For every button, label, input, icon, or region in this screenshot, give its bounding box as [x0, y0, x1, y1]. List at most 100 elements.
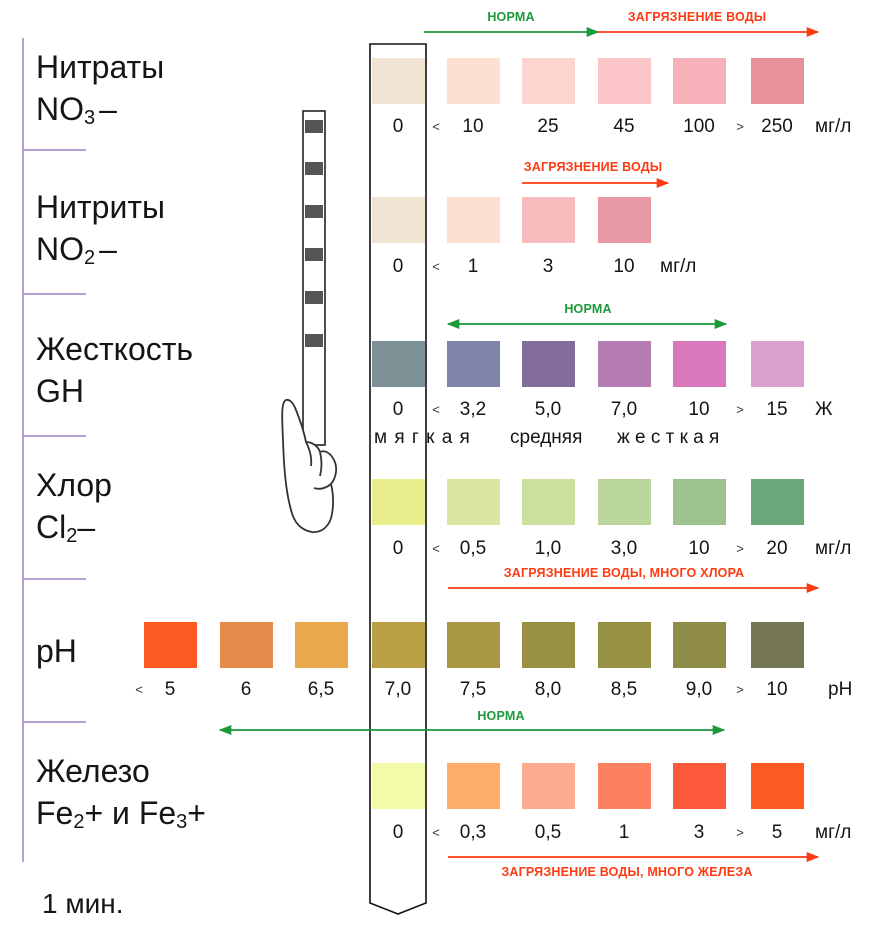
less-than-sign: < [432, 119, 440, 134]
value-label: 6 [240, 679, 252, 700]
greater-than-sign: > [736, 825, 744, 840]
unit-label: мг/л [660, 256, 697, 277]
unit-label: Ж [815, 399, 833, 420]
title-line: Хлор [36, 467, 112, 503]
color-swatch [522, 763, 575, 809]
row-title-hardness: Жесткость GH [36, 328, 193, 412]
greater-than-sign: > [736, 682, 744, 697]
value-label: 0 [392, 399, 404, 420]
value-label: 20 [766, 538, 788, 559]
color-swatch [447, 763, 500, 809]
annotation-arrows [218, 26, 820, 863]
color-swatch [447, 197, 500, 243]
title-line: Жесткость [36, 331, 194, 367]
value-label: 9,0 [685, 679, 713, 700]
value-label: 1 [467, 256, 479, 277]
hand-icon [281, 398, 338, 533]
color-swatch [598, 622, 651, 668]
formula-line: GH [36, 373, 84, 409]
color-swatch [522, 479, 575, 525]
value-label: 10 [462, 116, 484, 137]
formula-line: Fe2+ и Fe3+ [36, 795, 206, 833]
color-swatch [522, 341, 575, 387]
color-swatch [372, 58, 425, 104]
hardness-norm-label: НОРМА [564, 302, 612, 316]
title-line: pH [36, 633, 77, 669]
nitrate-norm-label: НОРМА [487, 10, 535, 24]
value-label: 15 [766, 399, 788, 420]
unit-label: pH [828, 679, 853, 700]
color-swatch [295, 622, 348, 668]
color-swatch [673, 479, 726, 525]
value-label: 5 [771, 822, 783, 843]
value-label: 3,2 [459, 399, 487, 420]
row-title-ph: pH [36, 630, 77, 672]
less-than-sign: < [432, 259, 440, 274]
value-label: 25 [537, 116, 559, 137]
less-than-sign: < [432, 825, 440, 840]
color-swatch [598, 58, 651, 104]
color-swatch [751, 58, 804, 104]
color-swatch [522, 197, 575, 243]
value-label: 6,5 [307, 679, 335, 700]
value-label: 0,5 [534, 822, 562, 843]
color-swatch [372, 341, 425, 387]
color-swatch [522, 58, 575, 104]
value-label: 45 [613, 116, 635, 137]
title-line: Нитриты [36, 189, 165, 225]
formula-line: Cl2– [36, 509, 96, 547]
value-label: 8,0 [534, 679, 562, 700]
value-label: 250 [761, 116, 793, 137]
chlorine-pollution-label: ЗАГРЯЗНЕНИЕ ВОДЫ, МНОГО ХЛОРА [503, 566, 745, 580]
color-swatch [447, 341, 500, 387]
time-label: 1 мин. [42, 888, 124, 919]
value-label: 0 [392, 256, 404, 277]
row-title-chlorine: Хлор Cl2– [36, 464, 112, 557]
hardness-hard-label: ж е с т к а я [617, 427, 720, 448]
color-swatch [673, 763, 726, 809]
value-label: 1,0 [534, 538, 562, 559]
value-label: 0 [392, 538, 404, 559]
color-swatch [372, 763, 425, 809]
greater-than-sign: > [736, 541, 744, 556]
color-swatch [751, 622, 804, 668]
value-label: 0 [392, 116, 404, 137]
greater-than-sign: > [736, 402, 744, 417]
value-label: 7,0 [384, 679, 412, 700]
value-label: 10 [688, 538, 710, 559]
color-swatch [598, 479, 651, 525]
color-swatch [751, 341, 804, 387]
color-swatch [372, 197, 425, 243]
value-label: 7,0 [610, 399, 638, 420]
less-than-sign: < [432, 541, 440, 556]
value-label: 0,5 [459, 538, 487, 559]
color-swatch [673, 341, 726, 387]
hardness-medium-label: средняя [510, 427, 583, 448]
color-swatch [220, 622, 273, 668]
color-swatch [447, 479, 500, 525]
value-label: 7,5 [459, 679, 487, 700]
value-label: 5,0 [534, 399, 562, 420]
color-swatch [751, 479, 804, 525]
color-swatch [751, 763, 804, 809]
less-than-sign: < [432, 402, 440, 417]
value-label: 1 [618, 822, 630, 843]
row-title-iron: Железо Fe2+ и Fe3+ [36, 750, 206, 843]
row-dividers [22, 38, 86, 862]
color-swatch [598, 763, 651, 809]
formula-line: NO3– [36, 91, 117, 129]
ph-norm-label: НОРМА [477, 709, 525, 723]
row-title-nitrites: Нитриты NO2– [36, 186, 165, 279]
value-label: 8,5 [610, 679, 638, 700]
color-swatch [372, 622, 425, 668]
value-label: 100 [683, 116, 715, 137]
color-swatch [522, 622, 575, 668]
greater-than-sign: > [736, 119, 744, 134]
unit-label: мг/л [815, 822, 852, 843]
color-swatch [447, 622, 500, 668]
color-swatch [598, 341, 651, 387]
value-label: 5 [164, 679, 176, 700]
row-title-nitrates: Нитраты NO3– [36, 46, 164, 139]
unit-label: мг/л [815, 538, 852, 559]
